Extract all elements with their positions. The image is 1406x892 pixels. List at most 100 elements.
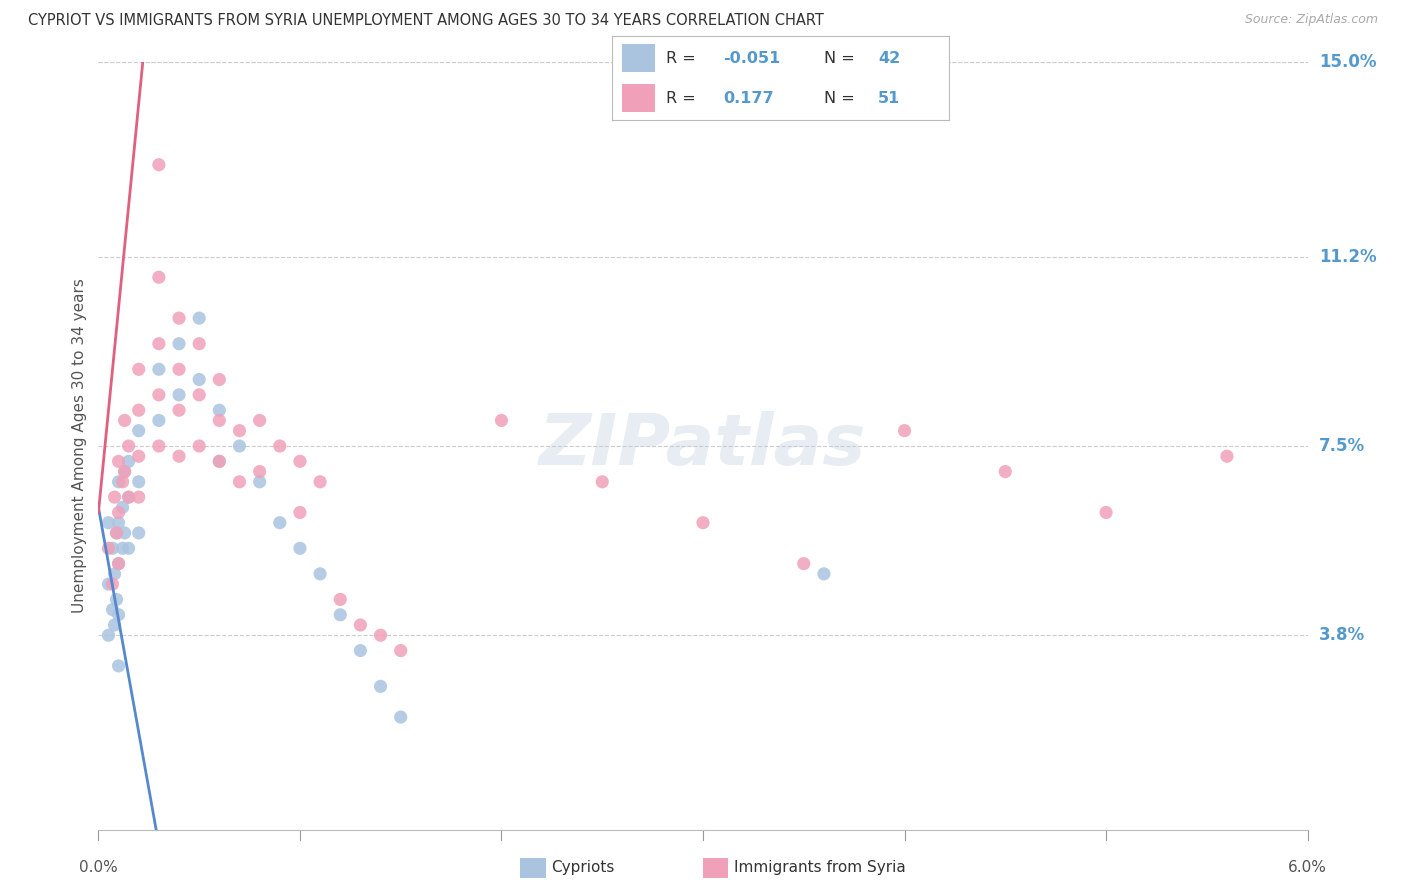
Point [103,490,125,504]
Text: Source: ZipAtlas.com: Source: ZipAtlas.com [1244,13,1378,27]
Point [208,413,231,427]
Point [107,659,129,673]
Point [101,577,124,591]
Point [128,403,150,417]
Point [148,362,170,376]
Point [148,439,170,453]
Point [370,628,392,642]
Point [208,403,231,417]
Point [128,424,150,438]
Point [167,362,190,376]
Point [329,607,352,622]
Point [105,525,128,540]
Point [994,465,1017,479]
Text: Cypriots: Cypriots [551,861,614,875]
Point [107,454,129,468]
Point [329,592,352,607]
Point [370,679,392,693]
Y-axis label: Unemployment Among Ages 30 to 34 years: Unemployment Among Ages 30 to 34 years [72,278,87,614]
Text: 6.0%: 6.0% [1288,860,1327,875]
Text: 0.177: 0.177 [723,91,773,106]
Point [97,516,120,530]
Point [813,566,835,581]
Text: R =: R = [665,91,700,106]
Point [148,158,170,172]
Point [793,557,815,571]
Point [97,628,120,642]
Text: ZIPatlas: ZIPatlas [540,411,866,481]
Point [167,311,190,326]
Point [118,439,141,453]
Point [692,516,714,530]
Point [118,454,141,468]
Point [105,592,128,607]
Point [148,270,170,285]
Point [591,475,613,489]
Point [103,566,125,581]
Point [114,413,136,427]
Point [114,465,136,479]
Point [208,454,231,468]
Text: 11.2%: 11.2% [1319,248,1376,266]
Point [249,475,271,489]
Point [188,372,211,386]
Text: N =: N = [824,51,860,66]
Point [167,403,190,417]
Text: 0.0%: 0.0% [79,860,118,875]
Point [148,388,170,402]
Point [107,506,129,520]
Point [228,439,250,453]
Point [128,362,150,376]
Point [249,465,271,479]
Point [249,413,271,427]
Point [288,541,311,556]
Point [228,424,250,438]
Text: N =: N = [824,91,860,106]
Point [111,500,134,515]
Point [107,516,129,530]
Point [118,490,141,504]
Point [167,449,190,463]
Point [188,311,211,326]
Point [101,541,124,556]
Point [107,475,129,489]
Point [349,618,371,632]
Text: R =: R = [665,51,700,66]
Point [107,607,129,622]
Text: 51: 51 [879,91,900,106]
Point [128,525,150,540]
Point [288,454,311,468]
Point [97,577,120,591]
Point [389,710,412,724]
FancyBboxPatch shape [621,45,655,72]
Point [188,439,211,453]
Point [491,413,513,427]
Point [107,557,129,571]
Point [128,490,150,504]
Text: -0.051: -0.051 [723,51,780,66]
Point [269,516,291,530]
Point [118,541,141,556]
Point [309,475,332,489]
Point [114,465,136,479]
Text: 3.8%: 3.8% [1319,626,1365,644]
FancyBboxPatch shape [621,84,655,112]
Point [349,643,371,657]
Point [288,506,311,520]
Point [148,336,170,351]
Point [188,388,211,402]
Point [309,566,332,581]
Point [1095,506,1118,520]
Text: 42: 42 [879,51,900,66]
Point [167,388,190,402]
Point [97,541,120,556]
Point [128,449,150,463]
Point [167,336,190,351]
Text: 7.5%: 7.5% [1319,437,1365,455]
Point [101,602,124,616]
Point [389,643,412,657]
Point [103,618,125,632]
Point [111,541,134,556]
Text: CYPRIOT VS IMMIGRANTS FROM SYRIA UNEMPLOYMENT AMONG AGES 30 TO 34 YEARS CORRELAT: CYPRIOT VS IMMIGRANTS FROM SYRIA UNEMPLO… [28,13,824,29]
Point [208,454,231,468]
